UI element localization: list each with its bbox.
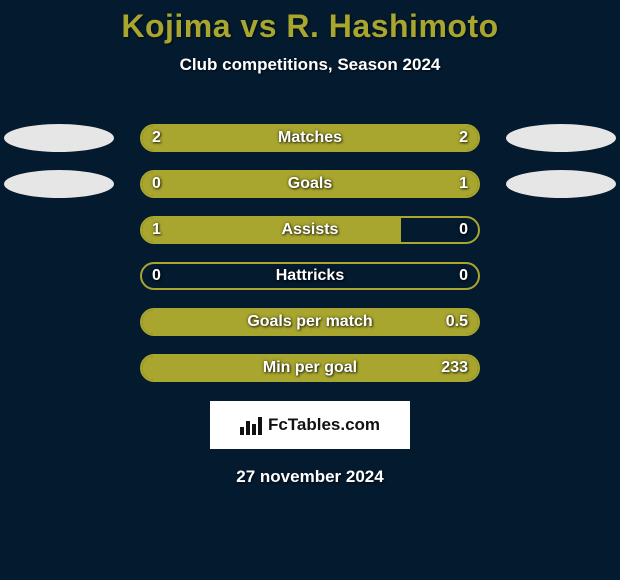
stat-label: Assists [140, 216, 480, 244]
player-marker-right [506, 124, 616, 152]
stat-label: Min per goal [140, 354, 480, 382]
brand-text: FcTables.com [268, 415, 380, 435]
stat-row: 22Matches [0, 115, 620, 161]
footer-date: 27 november 2024 [0, 467, 620, 487]
comparison-card: Kojima vs R. Hashimoto Club competitions… [0, 0, 620, 580]
stat-row: 0.5Goals per match [0, 299, 620, 345]
page-subtitle: Club competitions, Season 2024 [0, 55, 620, 75]
stat-row: 01Goals [0, 161, 620, 207]
player-marker-right [506, 170, 616, 198]
player-marker-left [4, 124, 114, 152]
stat-label: Goals [140, 170, 480, 198]
player-marker-left [4, 170, 114, 198]
page-title: Kojima vs R. Hashimoto [0, 8, 620, 45]
stat-rows: 22Matches01Goals10Assists00Hattricks0.5G… [0, 115, 620, 391]
brand-badge[interactable]: FcTables.com [210, 401, 410, 449]
stat-row: 10Assists [0, 207, 620, 253]
stat-label: Matches [140, 124, 480, 152]
stat-row: 233Min per goal [0, 345, 620, 391]
stat-label: Hattricks [140, 262, 480, 290]
stat-label: Goals per match [140, 308, 480, 336]
stat-row: 00Hattricks [0, 253, 620, 299]
brand-logo-icon [240, 415, 262, 435]
